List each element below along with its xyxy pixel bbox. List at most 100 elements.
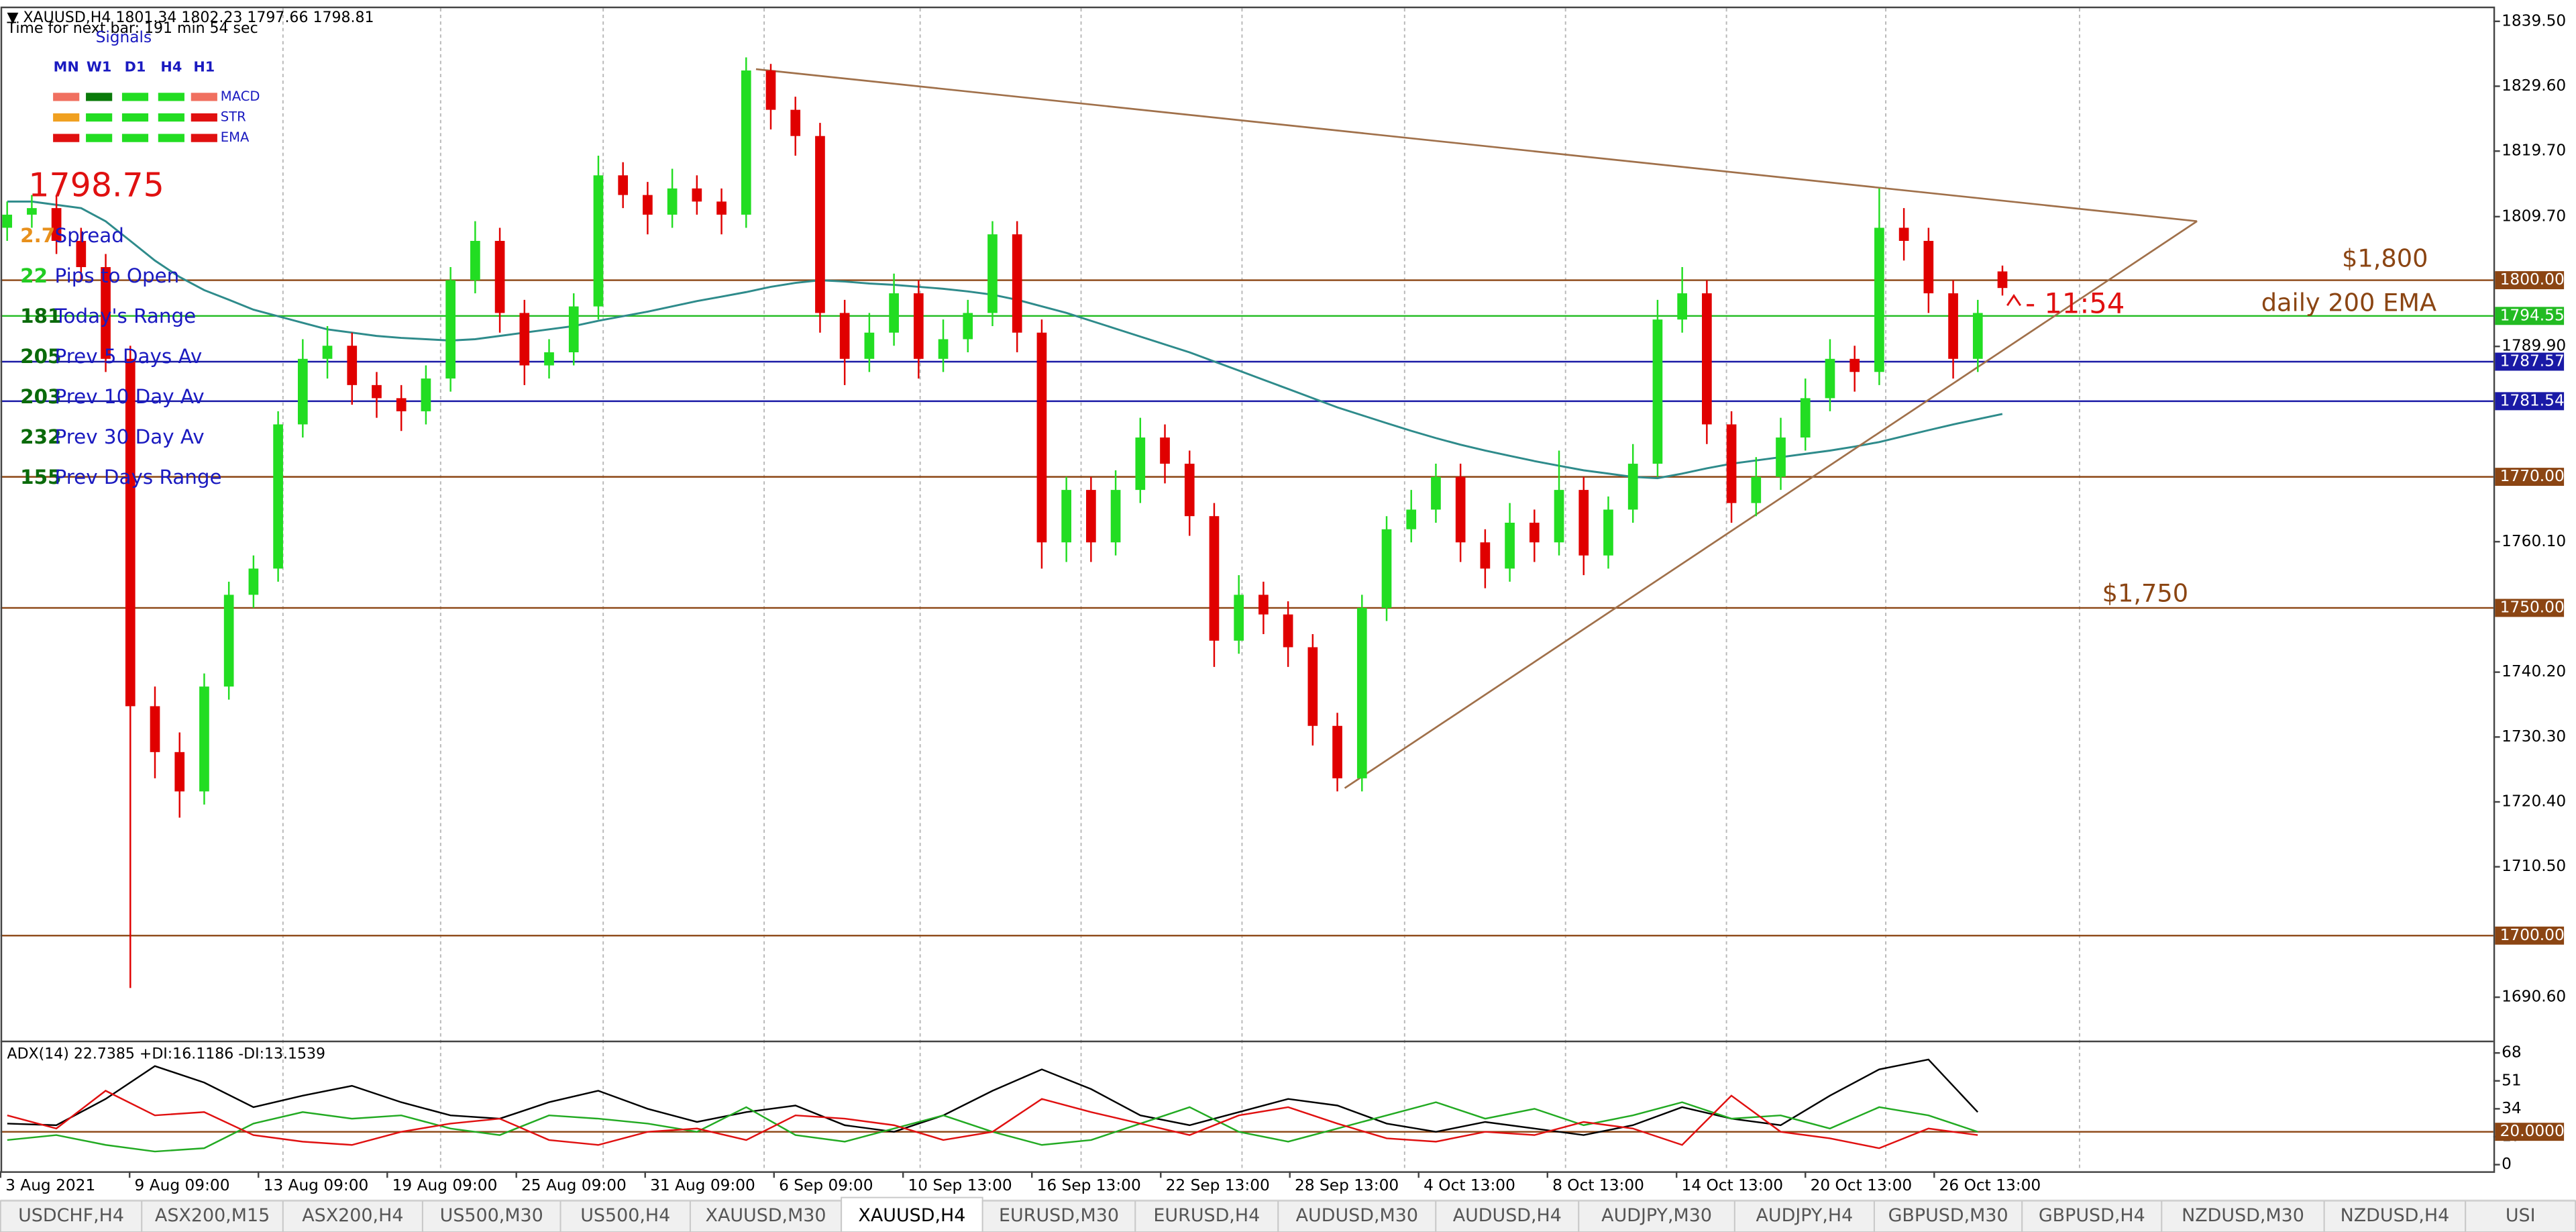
stat-label: Today's Range bbox=[54, 305, 197, 327]
candle-body bbox=[568, 306, 579, 353]
signal-cell bbox=[53, 93, 80, 101]
candle-body bbox=[125, 358, 136, 707]
y-tick-label: 51 bbox=[2502, 1071, 2522, 1089]
price-level-box bbox=[2495, 307, 2565, 325]
tab-label[interactable]: NZDUSD,H4 bbox=[2341, 1205, 2450, 1226]
candle-body bbox=[1849, 358, 1860, 372]
adx-level-box bbox=[2495, 1123, 2565, 1141]
candle-body bbox=[1332, 725, 1342, 778]
x-tick-label: 20 Oct 13:00 bbox=[1811, 1176, 1913, 1194]
candle-body bbox=[1160, 437, 1170, 464]
candle-body bbox=[1800, 398, 1811, 438]
tab-label[interactable]: AUDJPY,M30 bbox=[1601, 1205, 1712, 1226]
candle-body bbox=[667, 188, 678, 215]
tab[interactable] bbox=[2323, 1200, 2467, 1232]
tab[interactable] bbox=[2021, 1200, 2163, 1232]
candle-body bbox=[1283, 614, 1293, 648]
tab[interactable] bbox=[1873, 1200, 2023, 1232]
signal-cell bbox=[191, 93, 217, 101]
price-level-label: 1750.00 bbox=[2500, 598, 2565, 616]
tab[interactable] bbox=[0, 1200, 143, 1232]
candle-body bbox=[938, 339, 949, 359]
tab-label[interactable]: ASX200,M15 bbox=[155, 1205, 270, 1226]
tab[interactable] bbox=[841, 1196, 983, 1232]
signal-cell bbox=[121, 93, 149, 101]
tab[interactable] bbox=[2161, 1200, 2325, 1232]
annotation: - 11:54 bbox=[2025, 287, 2125, 319]
tab-label[interactable]: AUDJPY,H4 bbox=[1756, 1205, 1854, 1226]
y-tick-label: 1809.70 bbox=[2502, 207, 2566, 225]
candle-body bbox=[1554, 490, 1564, 543]
tab-label[interactable]: XAUUSD,M30 bbox=[706, 1205, 826, 1226]
stat-label: Spread bbox=[55, 224, 124, 247]
candle-body bbox=[223, 595, 234, 687]
tab-label[interactable]: EURUSD,M30 bbox=[999, 1205, 1119, 1226]
tab-label[interactable]: AUDUSD,M30 bbox=[1296, 1205, 1418, 1226]
y-tick-label: 1690.60 bbox=[2502, 988, 2566, 1006]
tab-label[interactable]: USDCHF,H4 bbox=[18, 1205, 124, 1226]
tab-label[interactable]: USI bbox=[2506, 1205, 2536, 1226]
y-tick-label: 1710.50 bbox=[2502, 857, 2566, 875]
tab[interactable] bbox=[2465, 1200, 2576, 1232]
candle-body bbox=[864, 332, 875, 359]
chart-frame bbox=[0, 6, 2496, 1173]
timer: Time for next bar: 191 min 54 sec bbox=[7, 20, 258, 37]
signal-column: D1 bbox=[125, 58, 146, 74]
tab[interactable] bbox=[1134, 1200, 1279, 1232]
tab[interactable] bbox=[981, 1200, 1136, 1232]
candle-body bbox=[470, 240, 480, 280]
tab[interactable] bbox=[689, 1200, 843, 1232]
signal-cell bbox=[158, 134, 184, 142]
signal-column: H4 bbox=[160, 58, 182, 74]
stat-value: 155 bbox=[20, 466, 61, 489]
tab-label[interactable]: XAUUSD,H4 bbox=[858, 1205, 965, 1226]
price-level-label: 1800.00 bbox=[2500, 270, 2565, 289]
signal-cell bbox=[86, 134, 113, 142]
y-tick-label: 68 bbox=[2502, 1043, 2522, 1062]
candle-body bbox=[1234, 595, 1244, 641]
candle-body bbox=[1529, 522, 1540, 543]
tab[interactable] bbox=[141, 1200, 284, 1232]
candle-body bbox=[2, 214, 13, 228]
tab-label[interactable]: US500,M30 bbox=[440, 1205, 543, 1226]
tab-label[interactable]: AUDUSD,H4 bbox=[1453, 1205, 1562, 1226]
trendline bbox=[755, 68, 2198, 223]
tab-label[interactable]: US500,H4 bbox=[580, 1205, 670, 1226]
tab-label[interactable]: EURUSD,H4 bbox=[1153, 1205, 1260, 1226]
tab-label[interactable]: ASX200,H4 bbox=[302, 1205, 403, 1226]
candle-body bbox=[1086, 490, 1096, 543]
x-tick-label: 22 Sep 13:00 bbox=[1166, 1176, 1270, 1194]
candle-body bbox=[51, 208, 62, 241]
tab-label[interactable]: GBPUSD,H4 bbox=[2039, 1205, 2145, 1226]
adx-line bbox=[7, 1090, 1978, 1149]
x-tick-label: 16 Sep 13:00 bbox=[1037, 1176, 1141, 1194]
tab[interactable] bbox=[282, 1200, 423, 1232]
candle-body bbox=[1036, 332, 1047, 543]
price-level-label: 1781.54 bbox=[2500, 391, 2565, 409]
trendline bbox=[1344, 220, 2198, 789]
tab[interactable] bbox=[1277, 1200, 1437, 1232]
candle-body bbox=[1406, 509, 1417, 529]
tab-label[interactable]: GBPUSD,M30 bbox=[1888, 1205, 2008, 1226]
candle-body bbox=[101, 267, 111, 359]
x-tick-label: 10 Sep 13:00 bbox=[908, 1176, 1012, 1194]
tab-label[interactable]: NZDUSD,M30 bbox=[2182, 1205, 2304, 1226]
candle-body bbox=[372, 384, 382, 399]
price-level-box bbox=[2495, 468, 2565, 486]
tab[interactable] bbox=[1578, 1200, 1735, 1232]
candle-body bbox=[1061, 490, 1071, 543]
candle-body bbox=[494, 240, 505, 313]
tab[interactable] bbox=[559, 1200, 691, 1232]
symbol-tabs: USDCHF,H4 ASX200,M15 ASX200,H4 US500,M30 US5… bbox=[0, 1196, 2576, 1232]
candle-body bbox=[544, 352, 554, 366]
candle-body bbox=[643, 195, 653, 215]
candle-body bbox=[150, 706, 160, 752]
candle-body bbox=[839, 313, 850, 359]
stat-value: 203 bbox=[20, 385, 61, 408]
signal-cell bbox=[191, 113, 217, 122]
signal-cell bbox=[86, 93, 113, 101]
candle-body bbox=[741, 70, 751, 215]
candle-body bbox=[790, 109, 801, 136]
tab[interactable] bbox=[1733, 1200, 1875, 1232]
